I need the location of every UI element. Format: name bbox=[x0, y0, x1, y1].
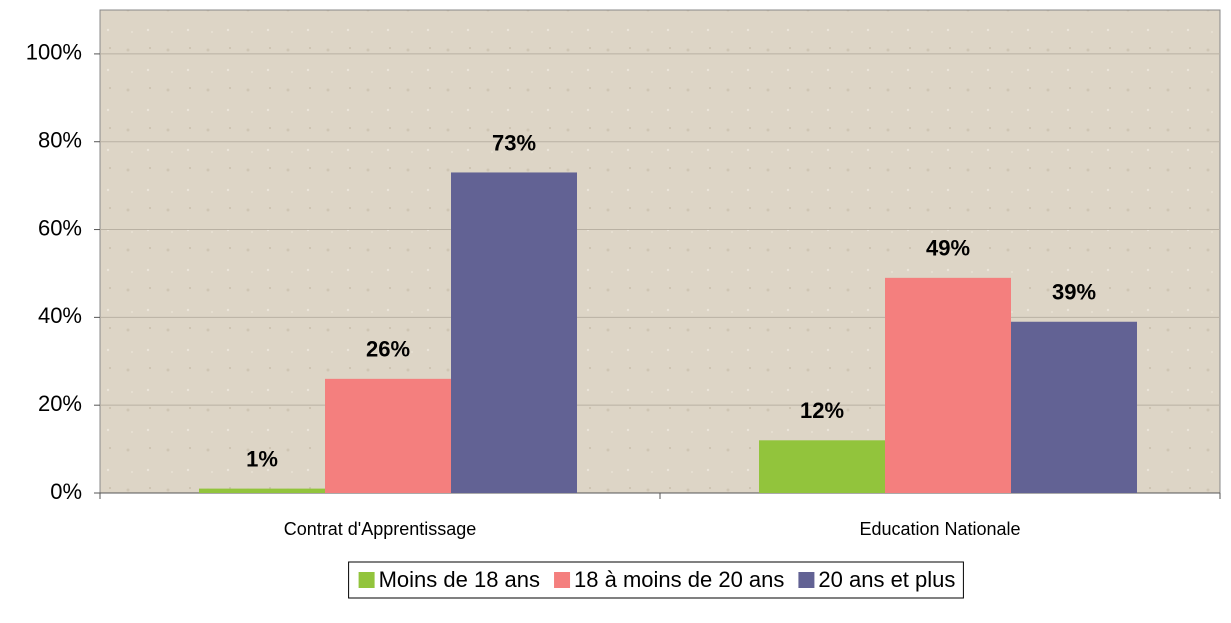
bar bbox=[1011, 321, 1137, 493]
bar bbox=[199, 488, 325, 493]
legend-label: 20 ans et plus bbox=[818, 567, 955, 592]
legend-swatch bbox=[554, 572, 571, 588]
data-label: 49% bbox=[926, 236, 970, 261]
bar bbox=[759, 440, 885, 493]
bar bbox=[451, 172, 577, 494]
x-tick-label: Contrat d'Apprentissage bbox=[284, 519, 477, 539]
legend-swatch bbox=[798, 572, 815, 588]
y-tick-label: 100% bbox=[26, 40, 82, 65]
y-tick-label: 20% bbox=[38, 391, 82, 416]
y-tick-label: 60% bbox=[38, 215, 82, 240]
data-label: 12% bbox=[800, 398, 844, 423]
data-label: 26% bbox=[366, 337, 410, 362]
legend-swatch bbox=[358, 572, 375, 588]
data-label: 73% bbox=[492, 130, 536, 155]
legend-label: Moins de 18 ans bbox=[379, 567, 540, 592]
data-label: 1% bbox=[246, 446, 278, 471]
data-label: 39% bbox=[1052, 280, 1096, 305]
y-tick-label: 80% bbox=[38, 128, 82, 153]
y-tick-label: 40% bbox=[38, 303, 82, 328]
legend-label: 18 à moins de 20 ans bbox=[574, 567, 784, 592]
y-tick-label: 0% bbox=[50, 479, 82, 504]
bar bbox=[325, 378, 451, 493]
legend bbox=[348, 561, 964, 599]
bar bbox=[885, 277, 1011, 493]
x-tick-label: Education Nationale bbox=[859, 519, 1020, 539]
